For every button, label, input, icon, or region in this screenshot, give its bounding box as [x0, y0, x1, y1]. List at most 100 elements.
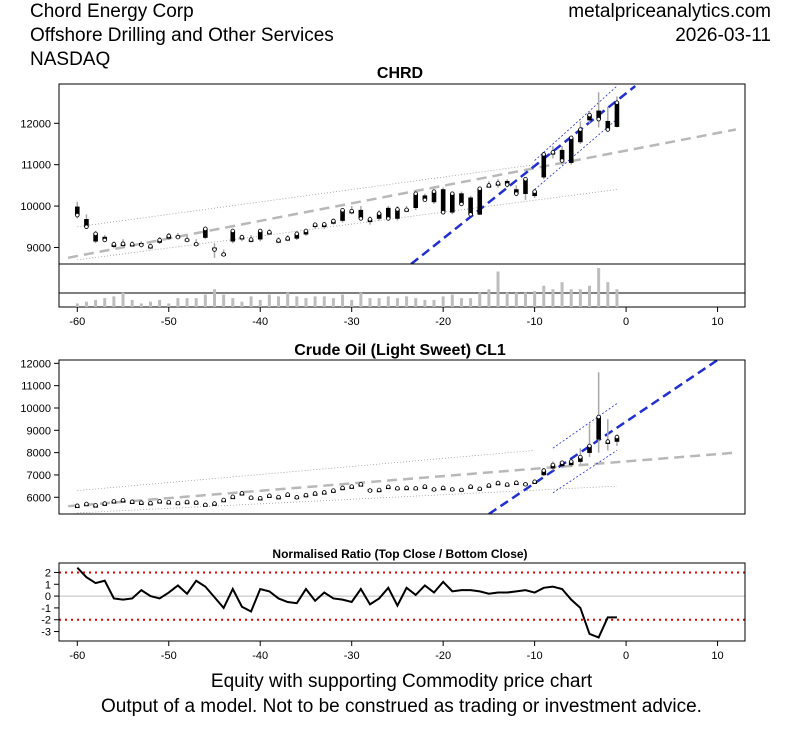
- candle-close-point: [175, 500, 181, 506]
- x-tick-label: -10: [527, 316, 543, 328]
- candle-body: [468, 197, 473, 215]
- candle-close-point: [267, 493, 272, 498]
- candle-close-point: [431, 487, 437, 492]
- ratio-series-line: [76, 567, 617, 639]
- candle-close-point: [450, 191, 455, 196]
- candle-close-point: [139, 242, 144, 248]
- y-tick-label: 1: [45, 579, 51, 591]
- candle-close-point: [193, 241, 199, 247]
- candle-close-point: [285, 236, 290, 241]
- candle-close-point: [193, 500, 199, 505]
- y-tick-label: -2: [41, 615, 51, 627]
- candle-close-point: [221, 252, 226, 257]
- candle-close-point: [93, 503, 98, 508]
- candle-close-point: [514, 191, 519, 196]
- x-tick-label: 10: [711, 650, 723, 662]
- chart-title-ratio: Normalised Ratio (Top Close / Bottom Clo…: [272, 547, 527, 561]
- candle-close-point: [504, 182, 510, 187]
- candle-close-point: [129, 499, 135, 504]
- y-tick-label: 12000: [20, 118, 51, 130]
- y-tick-label: 7000: [27, 470, 51, 482]
- candle-close-point: [468, 212, 473, 217]
- y-tick-label: 11000: [21, 381, 51, 393]
- candle-close-point: [322, 490, 327, 495]
- x-tick-label: -40: [252, 316, 268, 328]
- trend-upper-line: [534, 85, 618, 161]
- regression-lower-line: [77, 485, 617, 514]
- y-tick-label: 6000: [27, 492, 51, 504]
- y-tick-label: 8000: [27, 448, 51, 460]
- candle-close-point: [440, 485, 446, 491]
- candle-close-point: [248, 237, 254, 242]
- candle-close-point: [486, 483, 492, 488]
- candle-close-point: [596, 116, 601, 122]
- candle-body: [614, 102, 620, 127]
- candle-close-point: [148, 244, 153, 249]
- candle-close-point: [322, 222, 327, 227]
- candle-close-point: [422, 484, 428, 489]
- x-tick-label: -20: [435, 650, 451, 662]
- candle-close-point: [395, 207, 400, 212]
- candle-close-point: [248, 495, 254, 500]
- candle-close-point: [212, 247, 217, 252]
- candle-close-point: [349, 484, 354, 489]
- candle-close-point: [139, 500, 144, 505]
- x-tick-label: 0: [623, 316, 629, 328]
- candle-close-point: [450, 487, 455, 492]
- candle-close-point: [331, 218, 336, 224]
- x-tick-label: 10: [711, 316, 723, 328]
- candle-close-point: [349, 208, 354, 214]
- candle-close-point: [559, 158, 565, 163]
- candle-close-point: [376, 211, 382, 216]
- candle-close-point: [578, 127, 583, 132]
- candle-body: [450, 193, 455, 213]
- candle-close-point: [614, 100, 620, 105]
- candle-close-point: [468, 484, 473, 489]
- trend-line: [410, 85, 637, 264]
- candle-close-point: [532, 479, 537, 484]
- candle-close-point: [495, 480, 501, 486]
- x-tick-label: -30: [344, 316, 360, 328]
- candle-close-point: [477, 186, 482, 191]
- candle-close-point: [413, 486, 418, 491]
- candle-close-point: [614, 434, 620, 440]
- candle-close-point: [413, 191, 418, 196]
- candle-close-point: [166, 233, 171, 239]
- candle-close-point: [230, 494, 235, 500]
- candle-body: [596, 416, 601, 440]
- y-tick-label: -3: [41, 627, 51, 639]
- candle-close-point: [212, 501, 217, 506]
- candle-close-point: [184, 499, 190, 505]
- y-tick-label: 11000: [21, 160, 51, 172]
- candle-close-point: [431, 189, 437, 194]
- footer-disclaimer: Output of a model. Not to be construed a…: [101, 696, 702, 717]
- report-date: 2026-03-11: [675, 25, 771, 46]
- candle-close-point: [157, 499, 162, 504]
- y-tick-label: 0: [45, 591, 51, 603]
- footer-caption: Equity with supporting Commodity price c…: [210, 671, 593, 692]
- y-tick-label: 10000: [20, 403, 51, 415]
- candle-close-point: [550, 150, 556, 155]
- regression-fit-line: [68, 451, 736, 508]
- candle-close-point: [276, 494, 281, 500]
- candle-close-point: [523, 176, 528, 182]
- candle-close-point: [569, 135, 574, 140]
- candle-body: [477, 188, 483, 215]
- candle-close-point: [111, 499, 117, 504]
- y-tick-label: -1: [41, 603, 51, 615]
- x-tick-label: -60: [69, 316, 85, 328]
- candle-close-point: [84, 224, 89, 229]
- x-tick-label: 0: [623, 650, 629, 662]
- candle-close-point: [221, 497, 226, 503]
- y-tick-label: 12000: [20, 358, 51, 370]
- x-tick-label: -60: [69, 650, 85, 662]
- y-tick-label: 10000: [20, 201, 51, 213]
- plot-frame-0: [58, 83, 746, 265]
- candle-close-point: [203, 502, 208, 508]
- candle-close-point: [276, 238, 281, 243]
- candle-close-point: [605, 127, 610, 132]
- candle-close-point: [404, 485, 409, 491]
- candle-close-point: [486, 183, 492, 188]
